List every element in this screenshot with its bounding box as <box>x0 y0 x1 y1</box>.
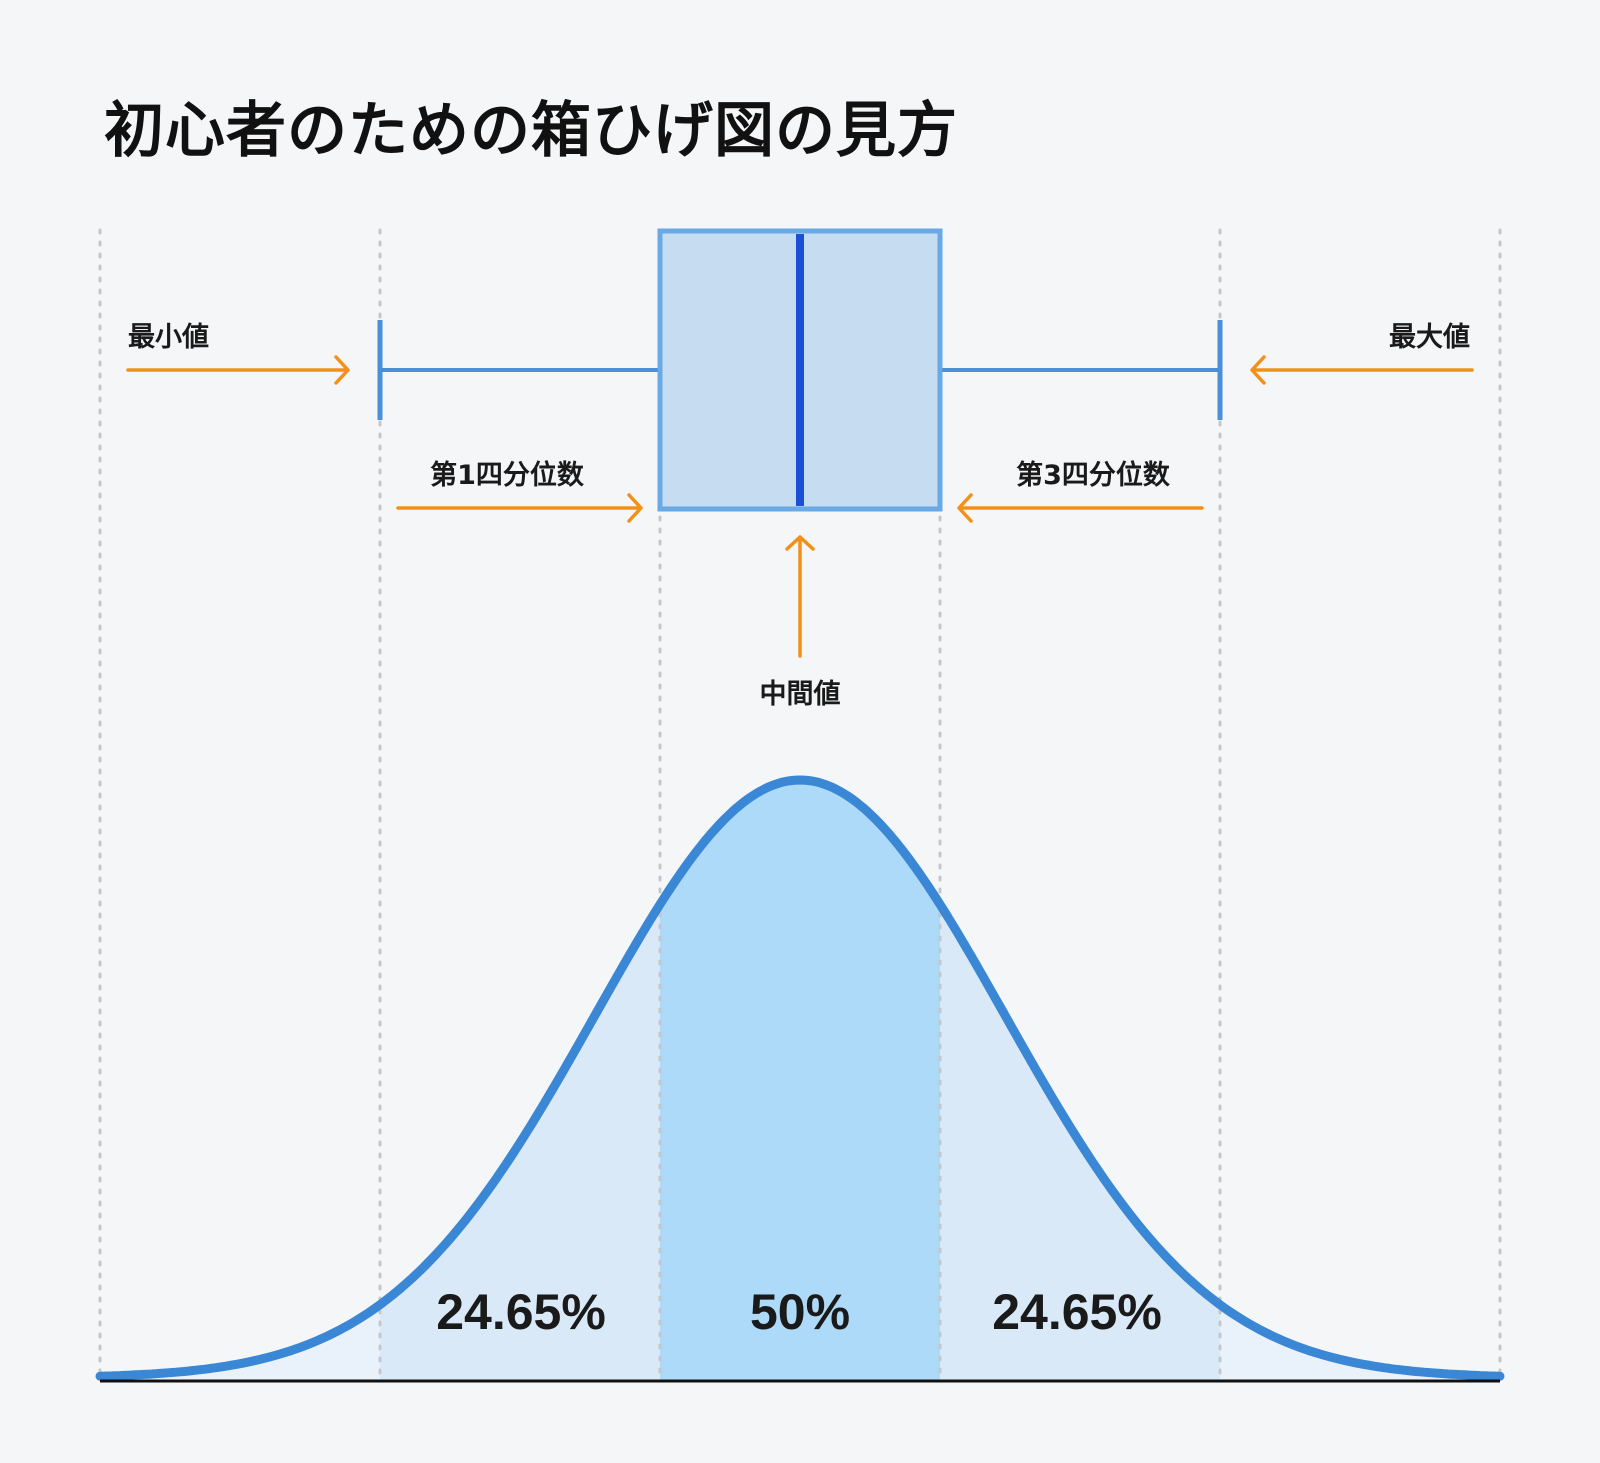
arrow-q3 <box>957 493 1204 523</box>
percent-left: 24.65% <box>436 1284 606 1340</box>
label-min: 最小値 <box>128 322 209 353</box>
arrows <box>126 355 1474 658</box>
arrow-min <box>126 355 350 385</box>
whisker-caps <box>377 320 1223 420</box>
arrow-median <box>785 535 815 658</box>
center-fill <box>660 780 940 1380</box>
label-max: 最大値 <box>1389 322 1470 353</box>
tail-left-fill <box>100 780 380 1380</box>
label-q3: 第3四分位数 <box>1016 459 1171 491</box>
percent-center: 50% <box>750 1284 850 1340</box>
label-median: 中間値 <box>760 679 841 710</box>
page-title: 初心者のための箱ひげ図の見方 <box>104 96 958 166</box>
curve-fill-regions <box>100 780 1500 1380</box>
guide-lines <box>98 228 1502 1380</box>
label-q1: 第1四分位数 <box>430 459 585 491</box>
arrow-q1 <box>396 493 643 523</box>
side-left-fill <box>380 780 660 1380</box>
side-right-fill <box>940 780 1220 1380</box>
percent-right: 24.65% <box>992 1284 1162 1340</box>
bell-curve <box>95 775 1505 1381</box>
arrow-max <box>1250 355 1474 385</box>
tail-right-fill <box>1220 780 1500 1380</box>
